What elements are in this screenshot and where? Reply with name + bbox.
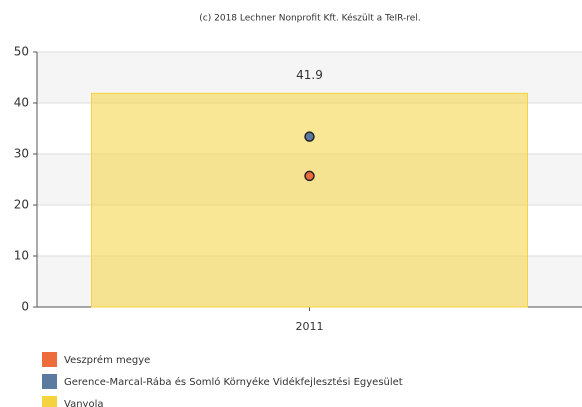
legend-swatch: [42, 352, 57, 367]
y-tick-label: 50: [14, 45, 29, 59]
y-tick-label: 30: [14, 147, 29, 161]
point: [304, 131, 315, 142]
legend-label: Veszprém megye: [64, 354, 150, 366]
y-tick-label: 20: [14, 198, 29, 212]
legend-label: Gerence-Marcal-Rába és Somló Környéke Vi…: [64, 376, 403, 388]
legend-swatch: [42, 374, 57, 389]
y-tick-label: 40: [14, 96, 29, 110]
y-tick-label: 0: [21, 300, 29, 314]
legend-swatch: [42, 396, 57, 407]
legend-label: Vanyola: [64, 399, 103, 407]
chart-title: (c) 2018 Lechner Nonprofit Kft. Készült …: [199, 13, 420, 24]
y-tick-label: 10: [14, 249, 29, 263]
bar: [91, 92, 528, 308]
point: [304, 170, 315, 182]
x-tick-label: 2011: [296, 320, 324, 333]
data-label: 41.9: [296, 68, 323, 82]
